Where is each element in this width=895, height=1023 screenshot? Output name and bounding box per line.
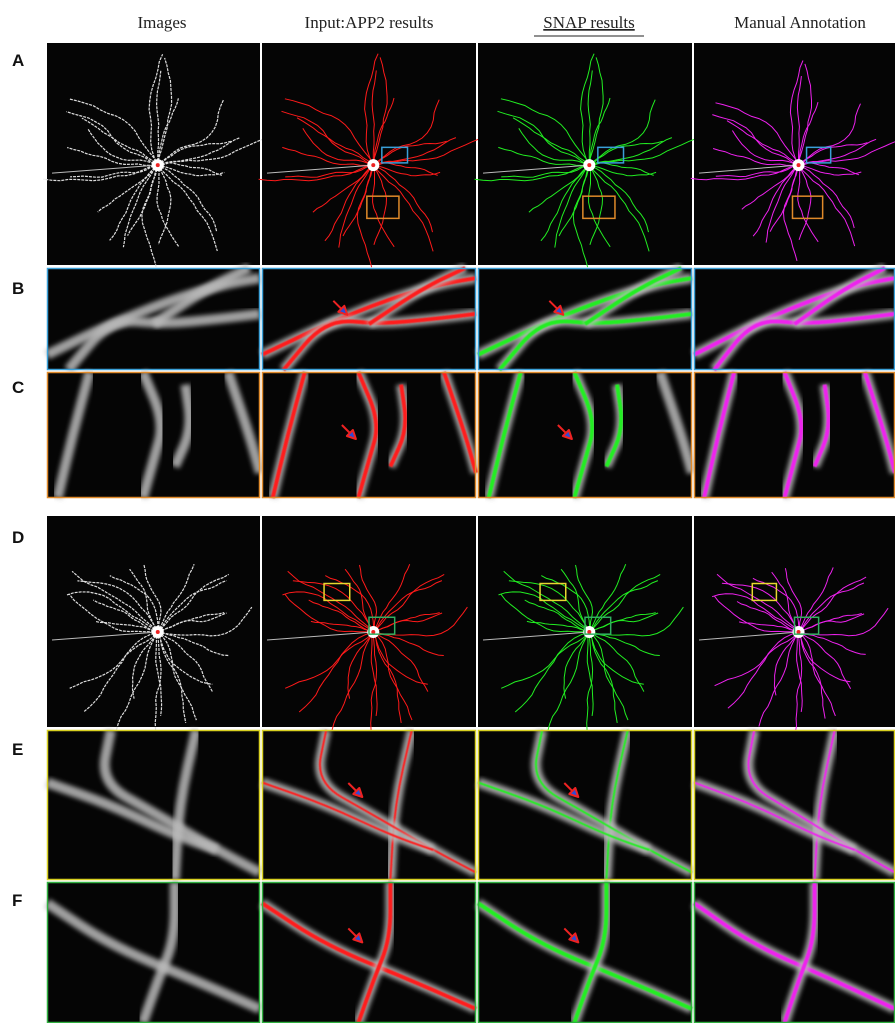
panels bbox=[44, 43, 895, 1023]
panel bbox=[262, 882, 476, 1023]
soma-center bbox=[371, 163, 375, 167]
row-label: C bbox=[12, 378, 24, 397]
panel bbox=[47, 268, 260, 370]
panel bbox=[475, 43, 697, 267]
panel bbox=[694, 268, 895, 370]
figure: Images Input:APP2 results SNAP results M… bbox=[0, 0, 895, 1023]
panel bbox=[47, 516, 260, 738]
row-label: A bbox=[12, 51, 24, 70]
row-label: F bbox=[12, 891, 22, 910]
panel bbox=[694, 882, 895, 1023]
panel bbox=[478, 372, 692, 498]
panel bbox=[262, 268, 476, 370]
panel bbox=[47, 730, 260, 880]
panel bbox=[44, 43, 265, 267]
panel bbox=[262, 372, 476, 498]
figure-canvas: Images Input:APP2 results SNAP results M… bbox=[0, 0, 895, 1023]
column-header: Images bbox=[137, 13, 186, 32]
panel bbox=[478, 268, 692, 370]
soma-center bbox=[156, 630, 160, 634]
panel bbox=[694, 516, 895, 733]
panel bbox=[478, 882, 692, 1023]
panel bbox=[259, 43, 481, 267]
panel bbox=[262, 730, 476, 880]
row-label: B bbox=[12, 279, 24, 298]
soma-center bbox=[797, 163, 801, 167]
panel-background bbox=[47, 516, 260, 727]
panel-background bbox=[694, 43, 895, 265]
panel bbox=[478, 730, 692, 880]
panel bbox=[262, 516, 476, 738]
panel bbox=[694, 730, 895, 880]
column-header: Input:APP2 results bbox=[305, 13, 434, 32]
panel bbox=[47, 372, 260, 498]
row-label: E bbox=[12, 740, 23, 759]
soma-center bbox=[156, 163, 160, 167]
panel bbox=[694, 372, 895, 498]
panel-background bbox=[47, 43, 260, 265]
panel bbox=[691, 43, 895, 265]
column-header: SNAP results bbox=[543, 13, 634, 32]
panel bbox=[47, 882, 260, 1023]
row-label: D bbox=[12, 528, 24, 547]
column-header: Manual Annotation bbox=[734, 13, 866, 32]
soma-center bbox=[587, 163, 591, 167]
panel bbox=[478, 516, 692, 738]
